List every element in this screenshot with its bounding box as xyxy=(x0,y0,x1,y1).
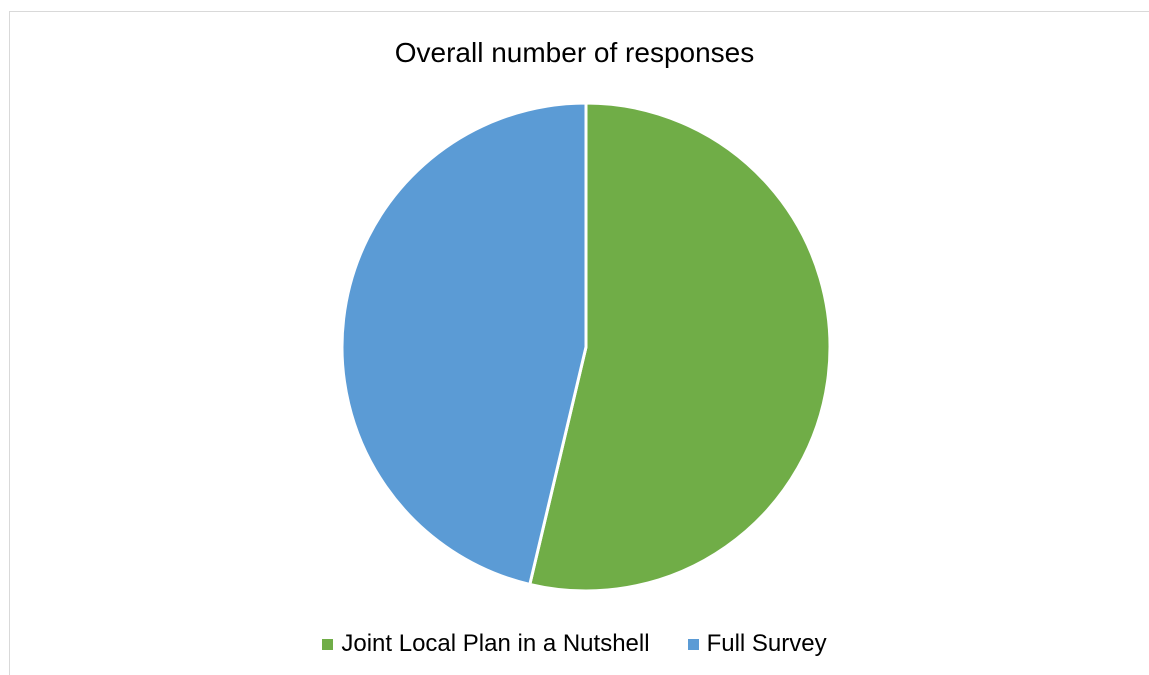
legend: Joint Local Plan in a Nutshell Full Surv… xyxy=(0,628,1149,660)
legend-label-full-survey: Full Survey xyxy=(706,630,827,657)
legend-swatch-full-survey xyxy=(687,638,699,650)
chart-title: Overall number of responses xyxy=(394,37,755,68)
legend-item-full-survey: Full Survey xyxy=(687,628,827,660)
pie-slice-full-survey xyxy=(340,101,588,586)
pie-slice-joint-local-plan xyxy=(528,101,832,593)
legend-swatch-joint-local-plan xyxy=(322,638,334,650)
legend-label-joint-local-plan: Joint Local Plan in a Nutshell xyxy=(341,630,650,657)
legend-item-joint-local-plan: Joint Local Plan in a Nutshell xyxy=(322,628,650,660)
